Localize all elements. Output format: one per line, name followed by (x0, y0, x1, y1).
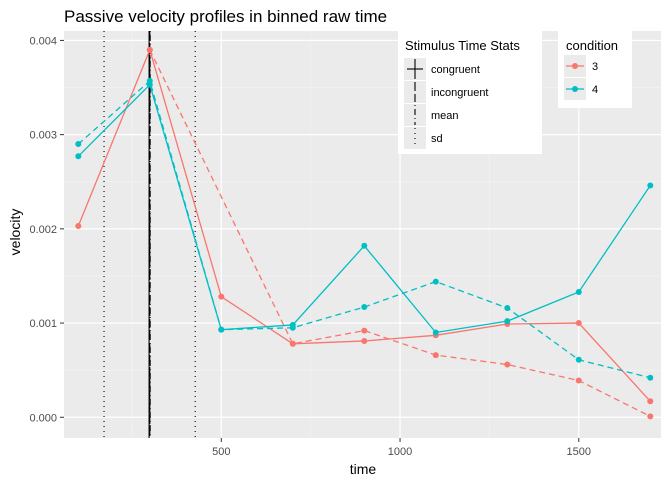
point-cond3-congruent (218, 293, 225, 300)
y-tick-label: 0.002 (29, 224, 57, 236)
major-gridlines (64, 31, 661, 438)
point-cond4-congruent (361, 242, 368, 249)
point-cond3-incongruent (361, 327, 368, 334)
point-cond4-congruent (575, 288, 582, 295)
x-tick-label: 1000 (388, 446, 412, 458)
y-tick-label: 0.000 (29, 412, 57, 424)
point-cond4-incongruent (575, 356, 582, 363)
point-cond3-incongruent (504, 361, 511, 368)
y-tick-label: 0.001 (29, 318, 57, 330)
legend-label-sd: sd (431, 133, 443, 145)
point-cond4-incongruent (361, 304, 368, 311)
y-axis-label: velocity (7, 209, 23, 256)
y-tick-label: 0.004 (29, 35, 57, 47)
point-cond4-incongruent (218, 326, 225, 333)
point-cond3-congruent (75, 223, 82, 230)
chart-title: Passive velocity profiles in binned raw … (64, 7, 387, 26)
y-axis-ticks: 0.000 0.001 0.002 0.003 0.004 (29, 35, 64, 424)
point-cond4-congruent (75, 153, 82, 160)
legend-condition-title: condition (566, 38, 618, 53)
point-cond4-incongruent (647, 374, 654, 381)
point-cond3-incongruent (432, 352, 439, 359)
point-cond3-incongruent (289, 340, 296, 347)
y-tick-label: 0.003 (29, 130, 57, 142)
point-cond4-incongruent (504, 304, 511, 311)
x-axis-ticks: 500 1000 1500 (212, 438, 591, 458)
point-cond4-congruent (432, 329, 439, 336)
point-cond4-incongruent (146, 77, 153, 84)
point-cond4-incongruent (432, 278, 439, 285)
x-axis-label: time (350, 461, 377, 477)
legend-stimulus-stats: Stimulus Time Stats congruent incongruent… (398, 30, 542, 154)
legend-label-congruent: congruent (431, 64, 480, 76)
legend-condition: condition 3 4 (558, 30, 632, 108)
point-cond3-congruent (575, 320, 582, 327)
legend-key-point-4 (572, 86, 578, 92)
point-cond3-congruent (647, 398, 654, 405)
legend-label-4: 4 (592, 84, 598, 96)
point-cond3-incongruent (146, 46, 153, 53)
legend-stimulus-stats-title: Stimulus Time Stats (405, 38, 520, 53)
point-cond4-congruent (647, 182, 654, 189)
point-cond3-congruent (361, 337, 368, 344)
point-cond3-incongruent (647, 413, 654, 420)
x-tick-label: 500 (212, 446, 230, 458)
point-cond4-congruent (504, 318, 511, 325)
legend-label-3: 3 (592, 61, 598, 73)
legend-key-bg (404, 81, 426, 103)
series-points (75, 46, 654, 420)
x-tick-label: 1500 (567, 446, 591, 458)
point-cond3-incongruent (575, 377, 582, 384)
stimulus-time-lines (103, 31, 196, 438)
point-cond4-incongruent (75, 141, 82, 148)
point-cond4-incongruent (289, 324, 296, 331)
legend-key-point-3 (572, 63, 578, 69)
legend-label-incongruent: incongruent (431, 87, 489, 99)
legend-label-mean: mean (431, 110, 459, 122)
